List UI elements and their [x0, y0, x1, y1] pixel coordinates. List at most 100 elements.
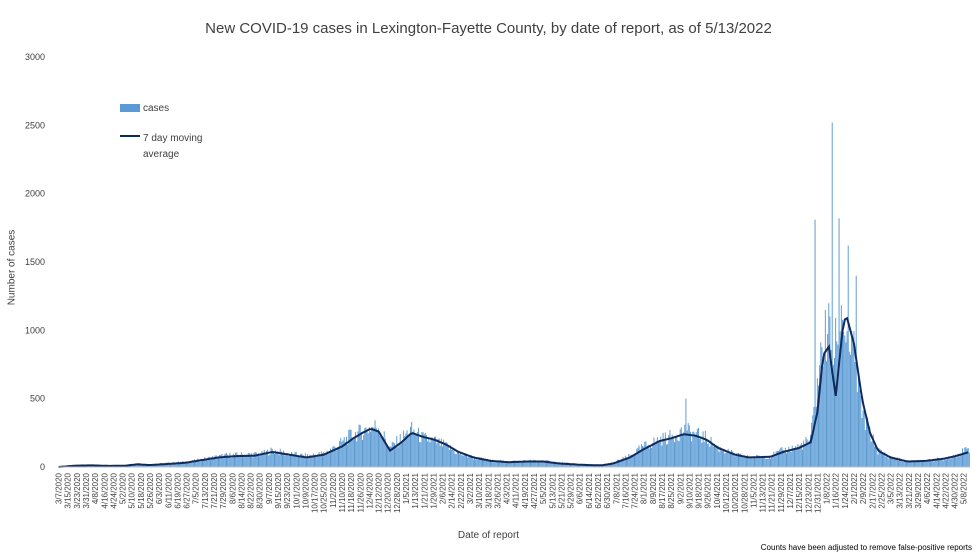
- bar: [320, 451, 322, 467]
- bar: [248, 452, 250, 467]
- bar: [554, 461, 555, 467]
- bar: [690, 431, 691, 467]
- bar: [192, 461, 194, 467]
- bar: [894, 458, 896, 467]
- bar: [822, 366, 824, 467]
- bar: [494, 462, 496, 467]
- bar: [724, 453, 726, 467]
- x-tick-label: 11/13/2021: [759, 472, 768, 512]
- bar: [519, 461, 521, 467]
- bar: [190, 461, 192, 467]
- bar: [646, 446, 648, 467]
- bar: [672, 438, 674, 467]
- bar: [868, 430, 870, 467]
- bar: [964, 447, 966, 467]
- bar: [327, 452, 329, 467]
- bar: [848, 351, 850, 467]
- bar: [466, 454, 467, 467]
- x-tick-label: 3/13/2022: [896, 472, 905, 508]
- bar: [675, 436, 677, 467]
- bar: [684, 424, 686, 467]
- bar: [866, 419, 867, 467]
- bar: [676, 436, 678, 467]
- bar: [204, 457, 206, 467]
- bar: [450, 445, 451, 467]
- bar: [626, 457, 627, 467]
- bar: [655, 441, 657, 467]
- x-tick-label: 5/29/2021: [567, 472, 576, 508]
- bar: [888, 456, 890, 467]
- bar: [634, 454, 635, 467]
- bar: [540, 461, 542, 467]
- bar: [714, 443, 715, 467]
- bar: [525, 461, 527, 467]
- bar: [507, 462, 509, 467]
- bar: [285, 453, 287, 467]
- bar: [186, 463, 187, 467]
- bar: [838, 218, 840, 467]
- bar: [700, 437, 702, 467]
- x-tick-label: 5/26/2020: [146, 472, 155, 508]
- bar: [371, 426, 373, 467]
- x-tick-label: 11/21/2021: [768, 472, 777, 512]
- bar: [752, 456, 754, 467]
- bar: [691, 441, 693, 467]
- bar: [826, 361, 827, 467]
- bar: [854, 362, 856, 467]
- bar: [454, 453, 456, 467]
- bar: [623, 458, 625, 467]
- bar: [659, 440, 661, 467]
- bar: [303, 457, 305, 467]
- bar: [406, 430, 408, 467]
- x-tick-label: 4/3/2021: [503, 472, 512, 504]
- bar: [879, 449, 881, 467]
- bar: [496, 462, 498, 467]
- x-tick-label: 5/8/2022: [960, 472, 969, 504]
- bar: [334, 447, 336, 467]
- bar: [355, 432, 357, 467]
- bar: [502, 460, 504, 467]
- x-tick-label: 2/9/2022: [859, 472, 868, 504]
- bar: [650, 446, 651, 467]
- bar: [840, 305, 842, 467]
- bar: [363, 435, 365, 467]
- bar: [730, 451, 731, 467]
- x-tick-label: 1/5/2021: [402, 472, 411, 504]
- bar: [347, 444, 349, 467]
- bar: [392, 442, 394, 467]
- bar: [367, 433, 369, 467]
- bar: [453, 450, 455, 467]
- bar: [747, 455, 749, 467]
- bar: [748, 458, 750, 467]
- bar: [420, 442, 422, 467]
- bar: [543, 461, 545, 467]
- bar: [791, 445, 793, 467]
- bar: [139, 463, 141, 467]
- bar: [526, 461, 528, 467]
- bar: [389, 446, 391, 467]
- x-tick-label: 6/3/2020: [155, 472, 164, 504]
- bar: [708, 443, 710, 467]
- bar: [338, 446, 339, 467]
- bar: [548, 460, 550, 467]
- bar: [216, 458, 218, 467]
- x-tick-label: 1/24/2022: [841, 472, 850, 508]
- bar: [916, 460, 918, 467]
- bar: [828, 303, 830, 467]
- bar: [383, 431, 385, 467]
- x-tick-label: 3/10/2021: [475, 472, 484, 508]
- bar: [813, 407, 815, 467]
- bar: [639, 450, 641, 467]
- bar: [251, 453, 253, 467]
- bar: [678, 441, 680, 467]
- bar: [893, 457, 895, 467]
- bar: [875, 445, 877, 467]
- bar: [926, 461, 928, 467]
- bar: [514, 460, 515, 467]
- bar: [834, 357, 835, 467]
- bar: [779, 449, 781, 467]
- x-tick-label: 1/8/2022: [823, 472, 832, 504]
- bar: [885, 456, 887, 467]
- x-tick-label: 9/7/2020: [265, 472, 274, 504]
- bar: [181, 461, 183, 467]
